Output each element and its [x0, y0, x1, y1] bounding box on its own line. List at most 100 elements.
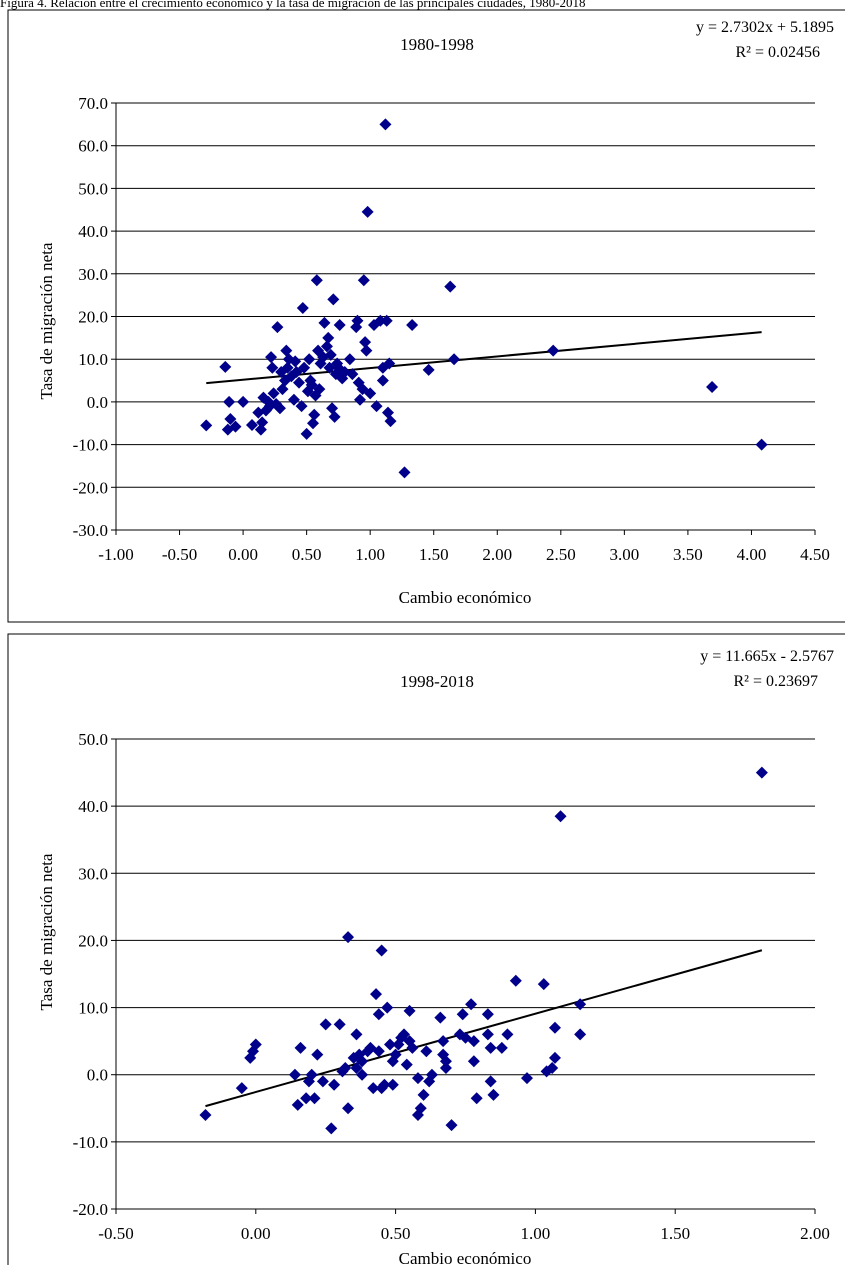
data-point	[291, 1098, 304, 1111]
data-point	[320, 340, 333, 353]
data-point	[509, 974, 522, 987]
data-point	[465, 998, 478, 1011]
y-tick-label: 50.0	[78, 730, 108, 749]
y-tick-label: -10.0	[73, 436, 108, 455]
data-point	[372, 1045, 385, 1058]
data-point	[342, 1102, 355, 1115]
trendline-equation: y = 11.665x - 2.5767	[700, 648, 834, 665]
data-point	[420, 1045, 433, 1058]
data-point	[755, 438, 768, 451]
data-point	[200, 419, 213, 432]
data-point	[378, 1078, 391, 1091]
data-point	[487, 1088, 500, 1101]
data-point	[467, 1055, 480, 1068]
data-point	[310, 274, 323, 287]
data-point	[328, 1078, 341, 1091]
data-point	[237, 395, 250, 408]
data-point	[397, 1028, 410, 1041]
x-tick-label: 0.00	[241, 1224, 271, 1243]
x-tick-label: 1.50	[660, 1224, 690, 1243]
axes	[111, 102, 816, 535]
data-point	[453, 1028, 466, 1041]
data-point	[548, 1051, 561, 1064]
data-point	[481, 1028, 494, 1041]
data-point	[386, 1055, 399, 1068]
x-tick-labels: -1.00 -0.50 0.00 0.50 1.00 1.50 2.00 2.50 3.00 3.…	[98, 545, 830, 564]
x-tick-label: 4.50	[800, 545, 830, 564]
y-tick-labels: 70.0 60.0 50.0 40.0 30.0 20.0 10.0 0.0 -10.0 -20.…	[73, 94, 108, 540]
x-tick-label: 0.50	[292, 545, 322, 564]
chart-frame	[7, 633, 845, 1265]
data-point	[318, 316, 331, 329]
data-point	[303, 353, 316, 366]
data-point	[229, 420, 242, 433]
data-point	[406, 1041, 419, 1054]
y-tick-label: 0.0	[87, 393, 108, 412]
trendline-equation: y = 2.7302x + 5.1895	[696, 19, 834, 36]
data-point	[425, 1068, 438, 1081]
data-point	[554, 810, 567, 823]
y-tick-label: 40.0	[78, 222, 108, 241]
y-tick-label: 10.0	[78, 350, 108, 369]
x-tick-label: 2.00	[800, 1224, 830, 1243]
data-point	[351, 314, 364, 327]
data-point	[342, 931, 355, 944]
data-point	[384, 415, 397, 428]
y-tick-label: 40.0	[78, 797, 108, 816]
data-point	[328, 410, 341, 423]
data-point	[414, 1102, 427, 1115]
gridlines	[116, 102, 815, 531]
data-point	[306, 417, 319, 430]
data-point	[364, 387, 377, 400]
x-tick-label: 0.00	[228, 545, 258, 564]
data-point	[350, 1062, 363, 1074]
data-point	[439, 1055, 452, 1068]
data-point	[316, 1075, 329, 1088]
data-point	[308, 408, 321, 421]
y-tick-label: 70.0	[78, 94, 108, 113]
data-point	[537, 978, 550, 991]
data-point	[484, 1041, 497, 1054]
y-tick-label: -20.0	[73, 1200, 108, 1219]
data-point	[501, 1028, 514, 1041]
data-point	[223, 395, 236, 408]
data-point	[437, 1035, 450, 1048]
data-point	[325, 1122, 338, 1135]
data-point	[361, 205, 374, 218]
y-tick-label: -10.0	[73, 1133, 108, 1152]
data-point	[547, 344, 560, 357]
data-point	[199, 1109, 212, 1121]
data-point	[400, 1058, 413, 1071]
data-point	[521, 1072, 534, 1085]
data-point	[411, 1072, 424, 1085]
data-point	[294, 1041, 307, 1054]
data-point	[298, 361, 311, 374]
data-point	[439, 1062, 452, 1074]
data-point	[360, 344, 373, 357]
data-point	[546, 1062, 559, 1074]
data-point	[372, 1008, 385, 1021]
data-point	[467, 1035, 480, 1048]
data-point	[333, 319, 346, 332]
x-tick-label: 4.00	[737, 545, 767, 564]
chart-title: 1980-1998	[400, 35, 474, 54]
y-tick-label: 60.0	[78, 137, 108, 156]
x-tick-label: 3.50	[673, 545, 703, 564]
data-point	[434, 1011, 447, 1024]
y-tick-label: 50.0	[78, 179, 108, 198]
data-point	[288, 1068, 301, 1081]
data-point	[296, 301, 309, 314]
x-tick-label: -0.50	[162, 545, 197, 564]
data-point	[375, 944, 388, 957]
trendline-segment	[205, 949, 763, 1108]
chart-title: 1998-2018	[400, 672, 474, 691]
data-point	[265, 351, 278, 364]
data-point	[266, 361, 279, 374]
x-tick-label: 2.00	[482, 545, 512, 564]
data-point	[249, 1038, 262, 1051]
y-axis-label: Tasa de migración neta	[37, 242, 56, 399]
data-point	[398, 466, 411, 479]
data-point	[343, 353, 356, 366]
data-point	[327, 293, 340, 306]
data-point	[224, 412, 237, 425]
